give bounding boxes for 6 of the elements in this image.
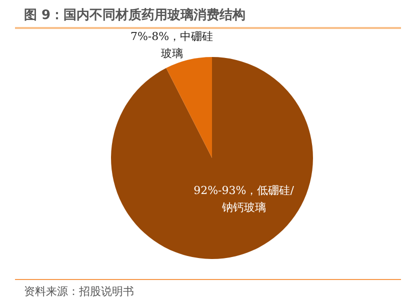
pie-slice [111,57,313,259]
slice-label: 7%-8%，中硼硅玻璃 [130,30,214,60]
text: 资料来源：招股说明书 [24,284,134,299]
chart-title: 图 9：国内不同材质药用玻璃消费结构 [24,6,246,24]
slice-label: 92%-93%，低硼硅/钠钙玻璃 [194,184,294,214]
pie-slice [166,57,212,158]
